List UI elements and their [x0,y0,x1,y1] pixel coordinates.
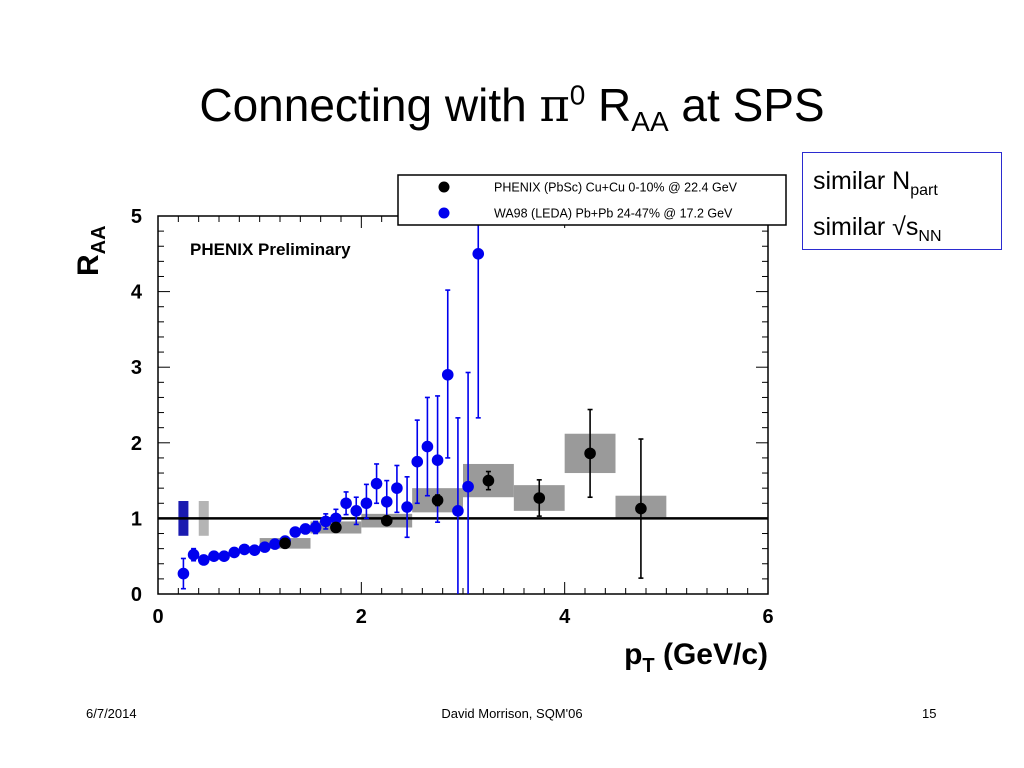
wa98-point-26 [441,368,454,381]
wa98-point-27 [452,505,464,517]
plot-frame [157,215,769,595]
wa98-point-22 [401,501,413,513]
phenix-point-2 [380,514,393,527]
phenix-point-5 [533,492,546,504]
wa98-point-7 [248,544,261,556]
wa98-point-24 [421,440,434,453]
note-line-1: similar Npart [813,163,1001,209]
footer-author: David Morrison, SQM'06 [441,706,583,721]
phenix-point-0 [279,537,291,550]
y-tick-label: 0 [131,584,142,606]
note-line-2-text: similar √s [813,213,919,241]
wa98-point-21 [391,482,403,494]
phenix-point-3 [431,494,444,507]
wa98-point-5 [228,546,241,559]
wa98-point-29 [472,248,485,260]
phenix-point-6 [584,447,596,460]
phenix-point-1 [330,521,342,534]
legend-label-0: PHENIX (PbSc) Cu+Cu 0-10% @ 22.4 GeV [494,181,738,195]
x-axis-label-main: p [624,638,642,671]
y-axis-label-sub: AA [88,225,110,254]
wa98-point-14 [319,515,332,528]
title-end: at SPS [668,79,825,131]
legend-box [397,174,787,226]
x-tick-label: 6 [762,606,773,628]
y-tick-label: 2 [131,433,142,455]
legend-marker-1 [438,207,450,219]
wa98-point-0 [177,567,190,580]
wa98-point-3 [208,550,220,562]
x-axis-label-unit: (GeV/c) [655,638,768,671]
wa98-point-9 [269,538,281,550]
note-line-1-sub: part [910,182,938,199]
wa98-point-23 [411,455,424,468]
wa98-point-13 [309,521,322,534]
phenix-point-4 [482,474,495,487]
raa-chart: 0 2 4 6 0 1 2 3 4 5 pT (GeV/c) RAA PHENIX Preliminar… [72,174,787,677]
wa98-point-16 [340,497,352,510]
y-axis-label: RAA [72,225,110,276]
note-line-2: similar √sNN [813,209,1001,255]
wa98-point-1 [187,548,200,561]
title-sup: 0 [569,79,586,111]
x-tick-label: 0 [152,606,163,628]
note-line-2-sub: NN [918,228,942,245]
wa98-point-18 [360,497,373,510]
legend: PHENIX (PbSc) Cu+Cu 0-10% @ 22.4 GeV WA98… [397,174,787,226]
wa98-point-6 [238,543,251,556]
footer-date: 6/7/2014 [86,706,137,721]
y-tick-label: 5 [131,206,142,228]
note-box: similar Npart similar √sNN [802,152,1002,250]
wa98-point-12 [299,523,312,535]
y-tick-label: 4 [131,282,143,304]
note-line-1-text: similar N [813,167,911,195]
wa98-point-8 [258,541,271,553]
wa98-point-25 [431,454,444,466]
wa98-point-19 [370,477,383,490]
title-text: Connecting with [199,79,540,131]
wa98-point-28 [462,480,474,493]
y-tick-label: 1 [131,508,142,530]
slide-title: Connecting with π0 RAA at SPS [0,78,1024,138]
footer-page: 15 [922,706,937,721]
phenix-preliminary-label: PHENIX Preliminary [190,240,351,259]
y-axis-label-main: R [72,254,105,276]
wa98-point-17 [350,505,363,517]
y-tick-label: 3 [131,357,142,379]
wa98-point-11 [289,526,302,538]
wa98-point-2 [197,554,210,566]
x-tick-label: 2 [356,606,367,628]
x-tick-label: 4 [559,606,571,628]
phenix-point-7 [635,502,647,515]
x-axis-label-sub: T [642,655,654,677]
wa98-point-15 [330,512,342,525]
legend-marker-0 [438,181,450,193]
wa98-point-20 [380,495,393,508]
wa98-point-4 [218,550,230,562]
x-axis-label: pT (GeV/c) [624,638,768,677]
title-r: R [585,79,632,131]
legend-label-1: WA98 (LEDA) Pb+Pb 24-47% @ 17.2 GeV [494,207,733,221]
title-pi: π [539,78,570,132]
title-sub: AA [631,106,669,138]
